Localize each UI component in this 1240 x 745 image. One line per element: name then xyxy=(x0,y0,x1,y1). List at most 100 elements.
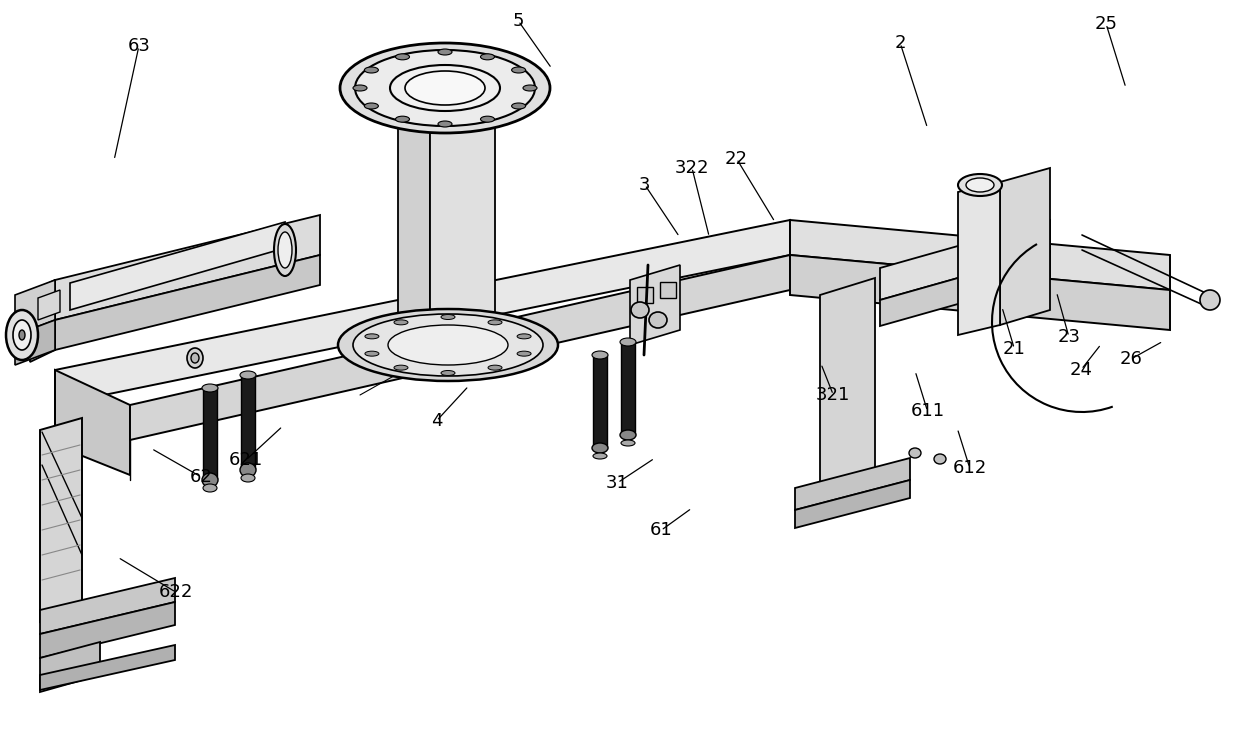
Text: 621: 621 xyxy=(228,451,263,469)
Ellipse shape xyxy=(480,54,495,60)
Ellipse shape xyxy=(621,440,635,446)
Ellipse shape xyxy=(365,334,379,339)
Ellipse shape xyxy=(203,484,217,492)
Ellipse shape xyxy=(388,325,508,365)
Ellipse shape xyxy=(631,302,649,318)
Polygon shape xyxy=(130,255,790,440)
Text: 611: 611 xyxy=(910,402,945,420)
Polygon shape xyxy=(593,355,608,448)
Ellipse shape xyxy=(591,443,608,453)
Ellipse shape xyxy=(523,85,537,91)
Ellipse shape xyxy=(340,43,551,133)
Ellipse shape xyxy=(278,232,291,268)
Text: 2: 2 xyxy=(894,34,906,52)
Polygon shape xyxy=(795,480,910,528)
Ellipse shape xyxy=(19,330,25,340)
Ellipse shape xyxy=(441,314,455,320)
Text: 31: 31 xyxy=(606,474,629,492)
Ellipse shape xyxy=(365,67,378,73)
Text: 612: 612 xyxy=(952,459,987,477)
Ellipse shape xyxy=(353,314,543,376)
Polygon shape xyxy=(430,112,495,362)
Text: 3: 3 xyxy=(639,176,651,194)
Polygon shape xyxy=(660,282,676,298)
Ellipse shape xyxy=(241,463,255,477)
Polygon shape xyxy=(40,645,175,690)
Ellipse shape xyxy=(959,174,1002,196)
Polygon shape xyxy=(795,458,910,510)
Ellipse shape xyxy=(649,312,667,328)
Ellipse shape xyxy=(191,353,198,363)
Ellipse shape xyxy=(394,365,408,370)
Ellipse shape xyxy=(620,430,636,440)
Ellipse shape xyxy=(339,309,558,381)
Polygon shape xyxy=(30,280,55,362)
Polygon shape xyxy=(241,375,255,470)
Ellipse shape xyxy=(202,384,218,392)
Ellipse shape xyxy=(934,454,946,464)
Polygon shape xyxy=(790,255,1171,330)
Ellipse shape xyxy=(365,103,378,109)
Ellipse shape xyxy=(489,320,502,325)
Ellipse shape xyxy=(396,54,409,60)
Ellipse shape xyxy=(396,116,409,122)
Ellipse shape xyxy=(241,371,255,379)
Ellipse shape xyxy=(438,49,453,55)
Polygon shape xyxy=(880,220,1050,300)
Ellipse shape xyxy=(241,474,255,482)
Polygon shape xyxy=(40,578,175,634)
Polygon shape xyxy=(55,215,320,320)
Ellipse shape xyxy=(593,453,608,459)
Polygon shape xyxy=(40,602,175,658)
Polygon shape xyxy=(69,222,285,310)
Ellipse shape xyxy=(438,121,453,127)
Ellipse shape xyxy=(966,178,994,192)
Polygon shape xyxy=(40,418,82,622)
Ellipse shape xyxy=(480,116,495,122)
Polygon shape xyxy=(790,220,1171,290)
Text: 5: 5 xyxy=(512,12,525,30)
Polygon shape xyxy=(15,280,55,335)
Ellipse shape xyxy=(441,370,455,375)
Polygon shape xyxy=(55,370,130,475)
Polygon shape xyxy=(40,642,100,692)
Text: 63: 63 xyxy=(128,37,150,55)
Ellipse shape xyxy=(405,71,485,105)
Ellipse shape xyxy=(394,320,408,325)
Polygon shape xyxy=(203,388,217,480)
Ellipse shape xyxy=(1200,290,1220,310)
Text: 62: 62 xyxy=(190,468,212,486)
Text: 322: 322 xyxy=(675,159,709,177)
Ellipse shape xyxy=(591,351,608,359)
Ellipse shape xyxy=(909,448,921,458)
Ellipse shape xyxy=(6,310,38,360)
Ellipse shape xyxy=(517,334,531,339)
Ellipse shape xyxy=(202,473,218,487)
Polygon shape xyxy=(15,320,55,365)
Ellipse shape xyxy=(512,67,526,73)
Text: 4: 4 xyxy=(430,412,443,430)
Polygon shape xyxy=(637,287,653,303)
Ellipse shape xyxy=(365,351,379,356)
Polygon shape xyxy=(38,290,60,320)
Text: 622: 622 xyxy=(159,583,193,601)
Text: 321: 321 xyxy=(816,386,851,404)
Ellipse shape xyxy=(353,85,367,91)
Text: 23: 23 xyxy=(1058,328,1080,346)
Ellipse shape xyxy=(187,348,203,368)
Ellipse shape xyxy=(391,65,500,111)
Text: 24: 24 xyxy=(1070,361,1092,378)
Polygon shape xyxy=(621,342,635,435)
Polygon shape xyxy=(820,278,875,508)
Polygon shape xyxy=(880,252,1050,326)
Text: 61: 61 xyxy=(650,522,672,539)
Polygon shape xyxy=(55,255,320,350)
Ellipse shape xyxy=(12,320,31,350)
Text: 22: 22 xyxy=(725,150,748,168)
Ellipse shape xyxy=(355,50,534,126)
Text: 26: 26 xyxy=(1120,350,1142,368)
Polygon shape xyxy=(999,168,1050,325)
Polygon shape xyxy=(398,112,430,370)
Text: 25: 25 xyxy=(1095,15,1117,33)
Ellipse shape xyxy=(274,224,296,276)
